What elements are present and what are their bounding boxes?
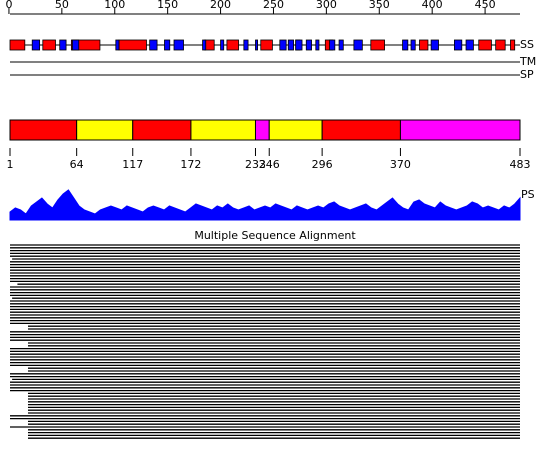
strand (220, 39, 225, 51)
domain (190, 119, 256, 141)
boundary-label: 233 (245, 158, 266, 171)
boundary-label: 246 (259, 158, 280, 171)
helix (478, 39, 492, 51)
strand (410, 39, 416, 51)
strand (430, 39, 439, 51)
strand (287, 39, 294, 51)
boundary-label: 483 (510, 158, 531, 171)
ruler-label: 250 (263, 0, 284, 11)
ruler-label: 400 (422, 0, 443, 11)
strand (305, 39, 312, 51)
domain (321, 119, 401, 141)
strand (353, 39, 363, 51)
strand (164, 39, 171, 51)
strand (173, 39, 184, 51)
ruler-label: 0 (5, 0, 12, 11)
ruler-label: 100 (104, 0, 125, 11)
boundary-label: 1 (7, 158, 14, 171)
domain (399, 119, 521, 141)
strand (31, 39, 41, 51)
tm-label: TM (519, 55, 536, 68)
strand (255, 39, 258, 51)
helix (118, 39, 147, 51)
strand (295, 39, 303, 51)
ruler-label: 150 (157, 0, 178, 11)
strand (329, 39, 336, 51)
ss-label: SS (520, 38, 534, 51)
ruler-label: 450 (475, 0, 496, 11)
ruler-label: 350 (369, 0, 390, 11)
ps-label: PS (521, 188, 535, 201)
helix (260, 39, 273, 51)
strand (338, 39, 344, 51)
domain (76, 119, 134, 141)
boundary-label: 117 (122, 158, 143, 171)
domain (254, 119, 270, 141)
helix (9, 39, 26, 51)
strand (149, 39, 158, 51)
strand (115, 39, 120, 51)
helix (226, 39, 239, 51)
helix (42, 39, 56, 51)
ruler-label: 300 (316, 0, 337, 11)
ps-profile (9, 189, 521, 221)
strand (453, 39, 463, 51)
domain (132, 119, 192, 141)
strand (72, 39, 80, 51)
ruler-label: 50 (55, 0, 69, 11)
strand (202, 39, 207, 51)
helix (370, 39, 385, 51)
boundary-label: 296 (312, 158, 333, 171)
helix (495, 39, 506, 51)
ruler-label: 200 (210, 0, 231, 11)
boundary-label: 370 (390, 158, 411, 171)
strand (465, 39, 474, 51)
domain (9, 119, 78, 141)
boundary-label: 172 (180, 158, 201, 171)
strand (59, 39, 67, 51)
sp-label: SP (520, 68, 534, 81)
strand (243, 39, 249, 51)
strand (402, 39, 409, 51)
strand (315, 39, 320, 51)
helix (510, 39, 516, 51)
boundary-label: 64 (70, 158, 84, 171)
msa-title: Multiple Sequence Alignment (194, 229, 356, 242)
domain (268, 119, 323, 141)
strand (279, 39, 287, 51)
helix (419, 39, 429, 51)
helix (70, 39, 101, 51)
